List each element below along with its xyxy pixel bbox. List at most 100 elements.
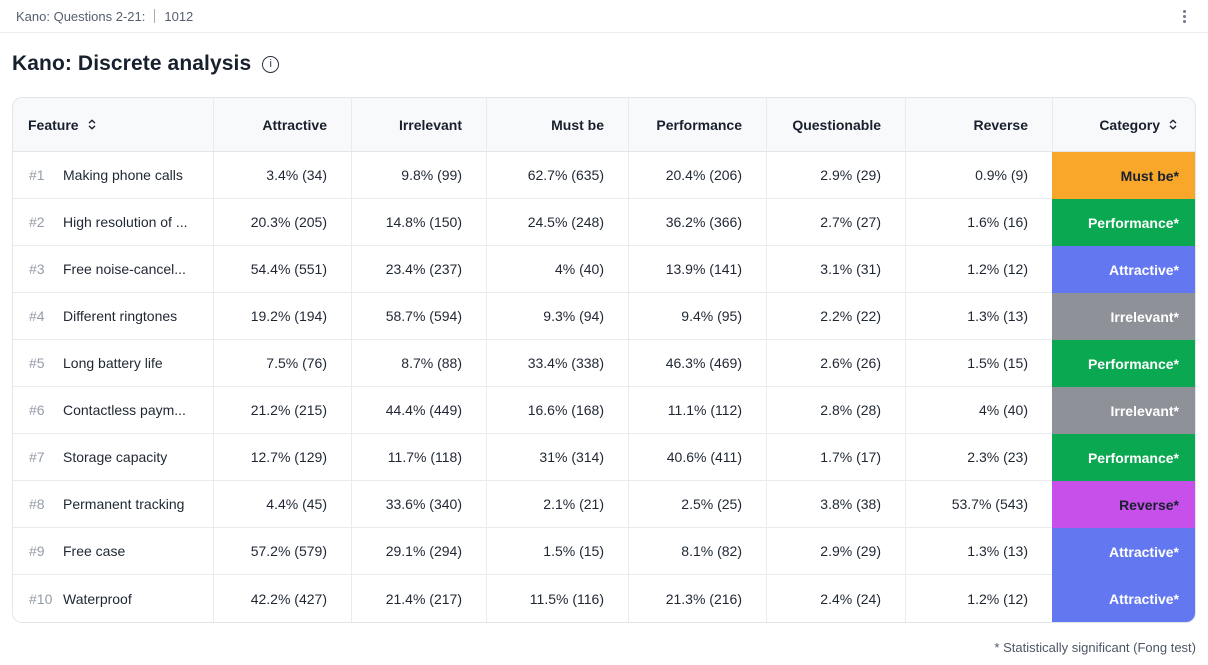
feature-name: Contactless paym... [63, 402, 186, 418]
significance-footnote: * Statistically significant (Fong test) [994, 640, 1196, 655]
feature-name: Waterproof [63, 590, 132, 607]
table-row: #9 Free case 57.2% (579) 29.1% (294) 1.5% (1… [13, 528, 1195, 575]
performance-value-cell: 20.4% (206) [628, 152, 766, 199]
feature-cell: #5 Long battery life [13, 340, 213, 387]
attractive-value-cell: 42.2% (427) [213, 575, 351, 622]
column-header-attractive: Attractive [213, 98, 351, 152]
feature-name: Making phone calls [63, 167, 183, 183]
respondent-count: 1012 [164, 8, 194, 24]
table-row: #3 Free noise-cancel... 54.4% (551) 23.4% (… [13, 246, 1195, 293]
irrelevant-value-cell: 8.7% (88) [351, 340, 486, 387]
category-badge: Irrelevant* [1052, 387, 1195, 434]
column-label: Questionable [792, 116, 881, 133]
questionable-value-cell: 2.8% (28) [766, 387, 905, 434]
questionable-value-cell: 3.1% (31) [766, 246, 905, 293]
row-index: #6 [29, 402, 45, 418]
row-index: #9 [29, 543, 45, 559]
reverse-value-cell: 4% (40) [905, 387, 1052, 434]
irrelevant-value-cell: 14.8% (150) [351, 199, 486, 246]
column-label: Irrelevant [398, 116, 462, 133]
irrelevant-value-cell: 21.4% (217) [351, 575, 486, 622]
feature-cell: #9 Free case [13, 528, 213, 575]
table-row: #7 Storage capacity 12.7% (129) 11.7% (118)… [13, 434, 1195, 481]
performance-value-cell: 11.1% (112) [628, 387, 766, 434]
title-row: Kano: Discrete analysis i [0, 33, 1208, 97]
category-badge: Performance* [1052, 340, 1195, 387]
reverse-value-cell: 2.3% (23) [905, 434, 1052, 481]
questionable-value-cell: 2.9% (29) [766, 528, 905, 575]
column-header-questionable: Questionable [766, 98, 905, 152]
irrelevant-value-cell: 33.6% (340) [351, 481, 486, 528]
row-index: #10 [29, 590, 53, 607]
category-badge: Performance* [1052, 199, 1195, 246]
row-index: #5 [29, 355, 45, 371]
kebab-menu-icon[interactable] [1179, 6, 1190, 27]
reverse-value-cell: 1.3% (13) [905, 528, 1052, 575]
attractive-value-cell: 3.4% (34) [213, 152, 351, 199]
feature-name: Free case [63, 543, 126, 559]
questionable-value-cell: 3.8% (38) [766, 481, 905, 528]
table-row: #1 Making phone calls 3.4% (34) 9.8% (99) 62… [13, 152, 1195, 199]
performance-value-cell: 21.3% (216) [628, 575, 766, 622]
top-bar: Kano: Questions 2-21: 1012 [0, 0, 1208, 33]
feature-name: Permanent tracking [63, 496, 185, 512]
must-be-value-cell: 24.5% (248) [486, 199, 628, 246]
feature-cell: #2 High resolution of ... [13, 199, 213, 246]
page-title: Kano: Discrete analysis [12, 52, 252, 75]
table-row: #6 Contactless paym... 21.2% (215) 44.4% (4… [13, 387, 1195, 434]
column-header-feature[interactable]: Feature [13, 98, 213, 152]
questionable-value-cell: 2.2% (22) [766, 293, 905, 340]
table-row: #2 High resolution of ... 20.3% (205) 14.8%… [13, 199, 1195, 246]
feature-cell: #8 Permanent tracking [13, 481, 213, 528]
must-be-value-cell: 31% (314) [486, 434, 628, 481]
row-index: #4 [29, 308, 45, 324]
column-label: Category [1099, 116, 1160, 133]
reverse-value-cell: 1.2% (12) [905, 246, 1052, 293]
column-label: Must be [551, 116, 604, 133]
performance-value-cell: 46.3% (469) [628, 340, 766, 387]
survey-name: Kano: Questions 2-21: [16, 8, 146, 24]
questionable-value-cell: 2.4% (24) [766, 575, 905, 622]
questionable-value-cell: 1.7% (17) [766, 434, 905, 481]
questionable-value-cell: 2.7% (27) [766, 199, 905, 246]
kano-analysis-table: Feature Attractive Irrelevant Must be Perfor… [12, 97, 1196, 623]
table-header: Feature Attractive Irrelevant Must be Perfor… [13, 98, 1195, 152]
feature-cell: #3 Free noise-cancel... [13, 246, 213, 293]
reverse-value-cell: 0.9% (9) [905, 152, 1052, 199]
irrelevant-value-cell: 44.4% (449) [351, 387, 486, 434]
performance-value-cell: 8.1% (82) [628, 528, 766, 575]
must-be-value-cell: 11.5% (116) [486, 575, 628, 622]
feature-cell: #7 Storage capacity [13, 434, 213, 481]
must-be-value-cell: 4% (40) [486, 246, 628, 293]
category-badge: Performance* [1052, 434, 1195, 481]
table-row: #10 Waterproof 42.2% (427) 21.4% (217) 11.5%… [13, 575, 1195, 622]
irrelevant-value-cell: 23.4% (237) [351, 246, 486, 293]
feature-name: High resolution of ... [63, 214, 188, 230]
feature-cell: #6 Contactless paym... [13, 387, 213, 434]
reverse-value-cell: 1.6% (16) [905, 199, 1052, 246]
questionable-value-cell: 2.9% (29) [766, 152, 905, 199]
column-header-category[interactable]: Category [1052, 98, 1195, 152]
feature-cell: #4 Different ringtones [13, 293, 213, 340]
table-row: #8 Permanent tracking 4.4% (45) 33.6% (340)… [13, 481, 1195, 528]
column-header-performance: Performance [628, 98, 766, 152]
performance-value-cell: 40.6% (411) [628, 434, 766, 481]
feature-name: Free noise-cancel... [63, 261, 186, 277]
breadcrumb: Kano: Questions 2-21: 1012 [16, 9, 193, 24]
questionable-value-cell: 2.6% (26) [766, 340, 905, 387]
feature-name: Different ringtones [63, 308, 178, 324]
attractive-value-cell: 20.3% (205) [213, 199, 351, 246]
feature-cell: #1 Making phone calls [13, 152, 213, 199]
category-badge: Attractive* [1052, 528, 1195, 575]
performance-value-cell: 13.9% (141) [628, 246, 766, 293]
attractive-value-cell: 54.4% (551) [213, 246, 351, 293]
reverse-value-cell: 1.5% (15) [905, 340, 1052, 387]
reverse-value-cell: 1.3% (13) [905, 293, 1052, 340]
irrelevant-value-cell: 9.8% (99) [351, 152, 486, 199]
info-icon[interactable]: i [262, 55, 280, 73]
feature-name: Long battery life [63, 355, 163, 371]
attractive-value-cell: 19.2% (194) [213, 293, 351, 340]
row-index: #7 [29, 449, 45, 465]
category-badge: Attractive* [1052, 246, 1195, 293]
column-header-reverse: Reverse [905, 98, 1052, 152]
